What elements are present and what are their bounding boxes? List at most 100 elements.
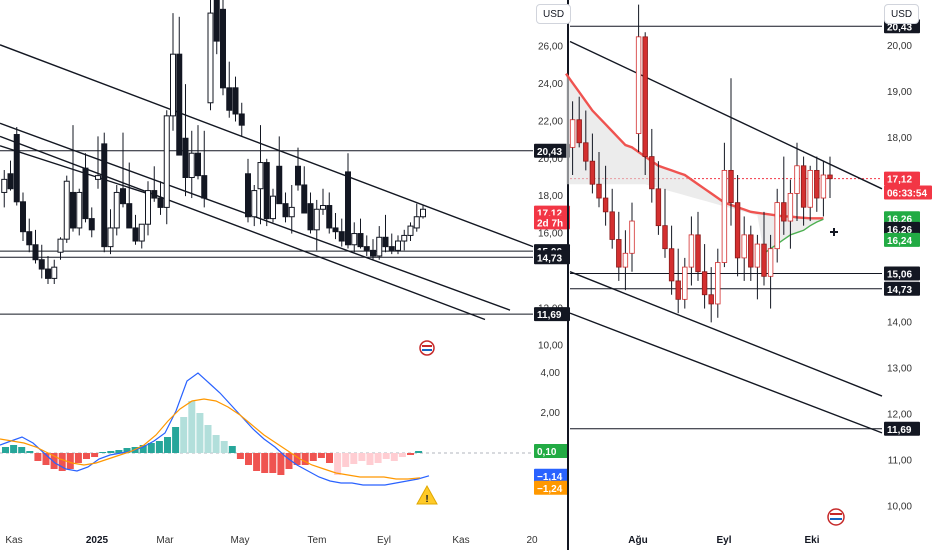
weekly-candle-55[interactable]: [338, 231, 345, 242]
weekly-candle-5[interactable]: [26, 231, 33, 246]
weekly-candle-6[interactable]: [32, 244, 39, 261]
daily-candle-14[interactable]: [655, 188, 662, 227]
weekly-candle-8[interactable]: [45, 268, 51, 279]
weekly-candle-40[interactable]: [245, 173, 251, 218]
weekly-candle-20[interactable]: [120, 188, 126, 205]
weekly-candle-16[interactable]: [95, 175, 101, 180]
weekly-candle-44[interactable]: [270, 195, 276, 220]
daily-candle-32[interactable]: [774, 202, 780, 250]
weekly-candle-38[interactable]: [232, 87, 239, 115]
weekly-candle-24[interactable]: [145, 190, 151, 225]
weekly-candle-48[interactable]: [295, 165, 301, 186]
weekly-candle-25[interactable]: [151, 190, 158, 199]
daily-candle-40[interactable]: [827, 174, 833, 180]
currency-button-right[interactable]: USD: [884, 4, 920, 24]
weekly-candle-19[interactable]: [113, 191, 120, 229]
weekly-candle-49[interactable]: [301, 184, 308, 214]
weekly-candle-58[interactable]: [357, 233, 364, 248]
weekly-candle-57[interactable]: [351, 233, 358, 246]
weekly-candle-12[interactable]: [70, 191, 76, 229]
daily-candle-11[interactable]: [635, 36, 642, 134]
daily-candle-37[interactable]: [807, 169, 813, 208]
weekly-candle-2[interactable]: [7, 173, 14, 190]
daily-candle-27[interactable]: [741, 234, 747, 259]
daily-candle-35[interactable]: [794, 165, 800, 194]
daily-candle-21[interactable]: [701, 271, 708, 296]
weekly-candle-1[interactable]: [1, 178, 8, 193]
weekly-candle-68[interactable]: [420, 208, 426, 218]
weekly-candle-65[interactable]: [401, 234, 408, 242]
weekly-candle-32[interactable]: [195, 152, 201, 177]
weekly-candle-28[interactable]: [170, 53, 176, 117]
us-flag-icon-right[interactable]: [827, 508, 845, 526]
daily-candle-3[interactable]: [583, 142, 589, 162]
daily-candle-9[interactable]: [622, 252, 629, 268]
weekly-candle-22[interactable]: [132, 227, 139, 242]
weekly-candle-53[interactable]: [326, 205, 333, 229]
weekly-candle-66[interactable]: [407, 225, 414, 236]
daily-candle-13[interactable]: [649, 156, 655, 190]
weekly-candle-43[interactable]: [263, 162, 270, 220]
daily-candle-10[interactable]: [629, 220, 635, 254]
weekly-candle-50[interactable]: [307, 203, 314, 231]
daily-candle-16[interactable]: [668, 248, 675, 282]
weekly-candle-23[interactable]: [138, 223, 145, 242]
daily-candle-8[interactable]: [616, 239, 622, 268]
weekly-candle-33[interactable]: [201, 175, 208, 199]
daily-candle-24[interactable]: [721, 169, 728, 263]
weekly-candle-35[interactable]: [213, 0, 220, 42]
daily-candle-36[interactable]: [800, 165, 807, 208]
crosshair-icon[interactable]: [830, 228, 838, 236]
daily-candle-4[interactable]: [589, 160, 596, 185]
weekly-candle-3[interactable]: [13, 134, 20, 203]
weekly-candle-62[interactable]: [382, 236, 389, 248]
daily-candle-15[interactable]: [662, 225, 668, 250]
weekly-candle-41[interactable]: [251, 190, 258, 218]
daily-candle-12[interactable]: [642, 36, 648, 157]
weekly-candle-51[interactable]: [313, 208, 320, 231]
weekly-candle-47[interactable]: [288, 206, 295, 218]
daily-candle-25[interactable]: [728, 169, 734, 204]
weekly-candle-42[interactable]: [257, 162, 264, 190]
daily-candle-19[interactable]: [688, 234, 695, 268]
weekly-candle-63[interactable]: [388, 246, 395, 251]
weekly-candle-36[interactable]: [220, 8, 226, 89]
weekly-candle-10[interactable]: [57, 238, 64, 253]
daily-candle-34[interactable]: [787, 193, 794, 222]
weekly-candle-61[interactable]: [376, 236, 383, 257]
weekly-candle-31[interactable]: [188, 152, 195, 178]
weekly-candle-29[interactable]: [176, 53, 183, 156]
weekly-candle-30[interactable]: [182, 137, 189, 178]
weekly-candle-14[interactable]: [82, 167, 89, 220]
daily-candle-33[interactable]: [781, 202, 787, 222]
weekly-candle-15[interactable]: [88, 218, 95, 231]
weekly-candle-27[interactable]: [163, 115, 170, 208]
daily-candle-5[interactable]: [596, 183, 602, 199]
weekly-candle-21[interactable]: [126, 203, 133, 229]
weekly-candle-18[interactable]: [107, 227, 114, 248]
right-chart-panel[interactable]: 20,00 19,00 18,00 14,00 13,00 12,00 11,00 10,00…: [565, 4, 932, 546]
weekly-candle-54[interactable]: [332, 227, 339, 233]
left-chart-panel[interactable]: 26,0024,0022,0020,0018,0016,0012,0010,00…: [0, 0, 570, 546]
daily-candle-31[interactable]: [767, 248, 774, 277]
weekly-candle-13[interactable]: [76, 191, 83, 229]
daily-candle-17[interactable]: [675, 280, 681, 300]
daily-candle-2[interactable]: [576, 119, 582, 144]
daily-candle-39[interactable]: [820, 174, 827, 199]
daily-candle-28[interactable]: [748, 234, 754, 268]
daily-candle-30[interactable]: [761, 243, 767, 277]
weekly-candle-56[interactable]: [345, 171, 351, 246]
weekly-candle-52[interactable]: [320, 205, 326, 210]
weekly-candle-26[interactable]: [157, 197, 164, 208]
weekly-candle-37[interactable]: [226, 87, 233, 111]
daily-candle-20[interactable]: [695, 234, 701, 273]
weekly-candle-39[interactable]: [238, 113, 245, 126]
daily-candle-26[interactable]: [734, 202, 741, 259]
weekly-candle-45[interactable]: [276, 165, 283, 205]
daily-candle-1[interactable]: [569, 119, 576, 148]
weekly-candle-4[interactable]: [20, 201, 26, 233]
warning-icon[interactable]: [416, 484, 438, 505]
daily-candle-22[interactable]: [708, 294, 714, 305]
daily-candle-29[interactable]: [754, 243, 761, 268]
